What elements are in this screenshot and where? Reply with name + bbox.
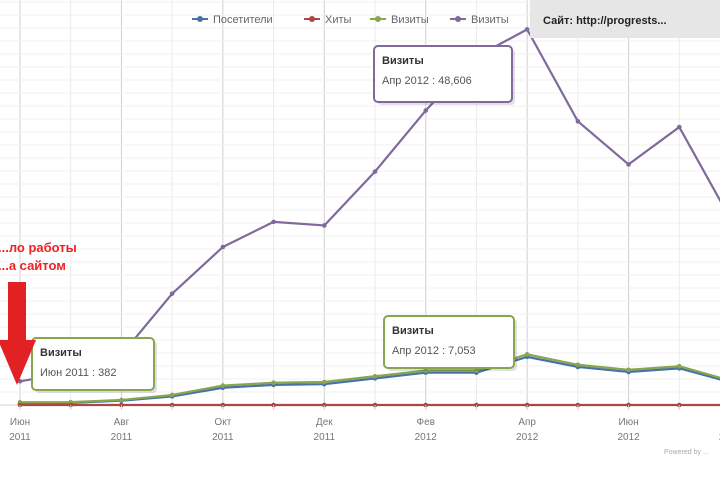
legend-label: Посетители xyxy=(213,14,273,26)
tooltip: Визиты Июн 2011 : 382 xyxy=(31,337,157,393)
data-point[interactable] xyxy=(474,368,479,373)
tooltip-value: Апр 2012 : 7,053 xyxy=(392,345,476,357)
legend[interactable]: Посетители Хиты Визиты Визиты xyxy=(192,14,509,26)
data-point[interactable] xyxy=(271,219,276,225)
data-point[interactable] xyxy=(676,124,682,130)
tick-label-year: 2012 xyxy=(415,432,438,443)
down-arrow-icon xyxy=(0,282,36,385)
data-point[interactable] xyxy=(575,119,581,124)
data-point[interactable] xyxy=(626,367,631,373)
legend-item[interactable]: Визиты xyxy=(370,14,429,26)
data-point[interactable] xyxy=(626,162,631,167)
legend-label: Визиты xyxy=(471,14,509,26)
tick-label-month: Окт xyxy=(214,417,231,428)
tick-label-year: 2012 xyxy=(516,432,539,443)
tick-label-year: 2011 xyxy=(314,432,336,443)
tooltip-box xyxy=(383,315,515,369)
legend-label: Визиты xyxy=(391,14,429,26)
legend-marker xyxy=(197,16,203,22)
tick-label-year: 2011 xyxy=(111,432,133,443)
tick-label-month: Фев xyxy=(416,417,434,428)
legend-item[interactable]: Визиты xyxy=(450,14,509,26)
x-axis-ticks: Июн 2011 Авг 2011 Окт 2011 Дек 2011 Фев 2012 Апр 20… xyxy=(9,405,720,443)
tick-label-year: 2011 xyxy=(212,432,234,443)
data-point[interactable] xyxy=(321,223,327,228)
tooltip-value: Апр 2012 : 48,606 xyxy=(382,75,472,87)
tooltip-box xyxy=(373,45,513,103)
legend-item[interactable]: Посетители xyxy=(192,14,273,26)
tick-label-month: Апр xyxy=(518,417,536,428)
data-point[interactable] xyxy=(575,362,581,368)
data-point[interactable] xyxy=(220,244,226,250)
data-point[interactable] xyxy=(220,383,226,388)
tooltip-value: Июн 2011 : 382 xyxy=(40,367,116,379)
series-2 xyxy=(17,352,720,405)
tooltip: Визиты Апр 2012 : 48,606 xyxy=(373,45,515,105)
data-point[interactable] xyxy=(524,27,530,32)
data-point[interactable] xyxy=(524,352,530,357)
tick-label-year: 2012 xyxy=(719,432,720,443)
tick-label-month: Авг xyxy=(114,417,130,428)
tooltip-box xyxy=(31,337,155,391)
data-point[interactable] xyxy=(423,108,429,113)
site-label: Сайт: http://prоgrеsts... xyxy=(543,15,667,27)
tooltip-title: Визиты xyxy=(382,55,424,67)
tooltip: Визиты Апр 2012 : 7,053 xyxy=(383,315,517,371)
annotation-line-1: ...ло работы xyxy=(0,240,77,255)
tick-label-month: Дек xyxy=(316,417,333,428)
data-point[interactable] xyxy=(169,392,175,398)
data-point[interactable] xyxy=(321,379,327,385)
legend-marker xyxy=(309,16,315,22)
tick-label-month: Июн xyxy=(618,417,638,428)
data-point[interactable] xyxy=(271,380,276,386)
data-point[interactable] xyxy=(119,397,124,403)
start-annotation: ...ло работы ...а сайтом xyxy=(0,240,77,385)
legend-item[interactable]: Хиты xyxy=(304,14,352,26)
tick-label-year: 2011 xyxy=(9,432,31,443)
tooltips: Визиты Июн 2011 : 382 Визиты Апр 2012 : 7,0… xyxy=(31,45,517,393)
legend-marker xyxy=(455,16,461,22)
tick-label-month: Июн xyxy=(10,417,30,428)
tooltip-title: Визиты xyxy=(392,325,434,337)
annotation-line-2: ...а сайтом xyxy=(0,258,66,273)
data-point[interactable] xyxy=(169,291,175,296)
data-point[interactable] xyxy=(372,373,378,379)
data-point[interactable] xyxy=(423,368,429,373)
credit-text: Powered by ... xyxy=(664,449,709,456)
tick-label-year: 2012 xyxy=(617,432,640,443)
data-point[interactable] xyxy=(676,363,682,369)
data-point[interactable] xyxy=(372,169,378,174)
site-label-box: Сайт: http://prоgrеsts... xyxy=(530,0,720,38)
legend-marker xyxy=(375,16,381,22)
legend-label: Хиты xyxy=(325,14,352,26)
tooltip-title: Визиты xyxy=(40,347,82,359)
